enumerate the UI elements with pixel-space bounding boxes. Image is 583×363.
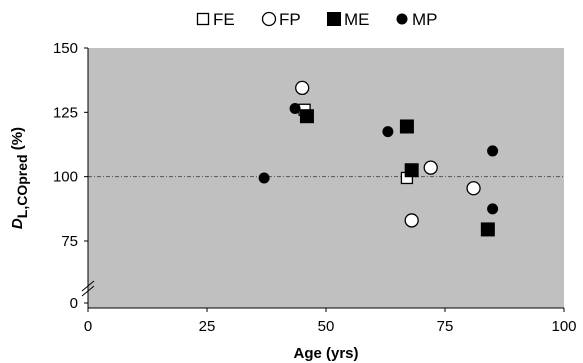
axes: 0 75 100 125 150 0 25 50 75 100 [53,40,577,335]
data-point-mp [258,172,270,184]
y-axis-title-unit: (%) [9,127,26,155]
data-point-fp [295,80,310,96]
legend-label-me: ME [344,10,370,29]
x-tick-label: 75 [437,318,454,335]
plot-area [88,48,564,308]
series-mp [258,102,499,215]
legend-marker-me [327,12,341,26]
data-point-me [399,119,414,134]
legend-item-fp: FP [261,10,301,29]
y-tick-label: 125 [53,104,78,121]
data-point-fp [404,213,419,228]
data-point-me [404,163,419,178]
data-point-mp [487,145,499,157]
y-axis-title-sub: L,COpred [14,154,30,218]
y-axis-title-main: D [9,218,26,229]
legend-item-mp: MP [396,10,438,29]
x-tick-label: 25 [199,318,216,335]
legend-marker-fe [196,12,210,26]
data-point-me [480,222,495,237]
legend-label-fe: FE [213,10,235,29]
series-me [299,109,495,237]
legend-label-mp: MP [412,10,438,29]
data-point-fp [466,181,481,196]
data-point-me [299,109,314,124]
axis-break-mark [81,280,95,292]
data-point-mp [289,102,301,114]
legend-marker-mp [396,13,408,25]
data-point-fp [423,160,438,175]
data-point-mp [487,203,499,215]
legend-marker-fp [261,11,277,27]
legend-item-fe: FE [196,10,235,29]
data-points [258,80,499,237]
y-tick-label: 0 [70,295,78,312]
series-fp [295,80,481,228]
x-tick-label: 50 [318,318,335,335]
legend: FE FP ME MP [196,10,438,29]
y-tick-label: 150 [53,40,78,57]
y-axis-title: DL,COpred (%) [9,127,30,229]
legend-label-fp: FP [279,10,301,29]
y-tick-label: 100 [53,169,78,186]
x-axis-title: Age (yrs) [293,345,358,362]
x-tick-label: 100 [551,318,576,335]
axis-break-mark [81,285,95,297]
data-point-mp [382,126,394,138]
legend-item-me: ME [327,10,370,29]
y-tick-label: 75 [61,233,78,250]
x-tick-label: 0 [84,318,92,335]
